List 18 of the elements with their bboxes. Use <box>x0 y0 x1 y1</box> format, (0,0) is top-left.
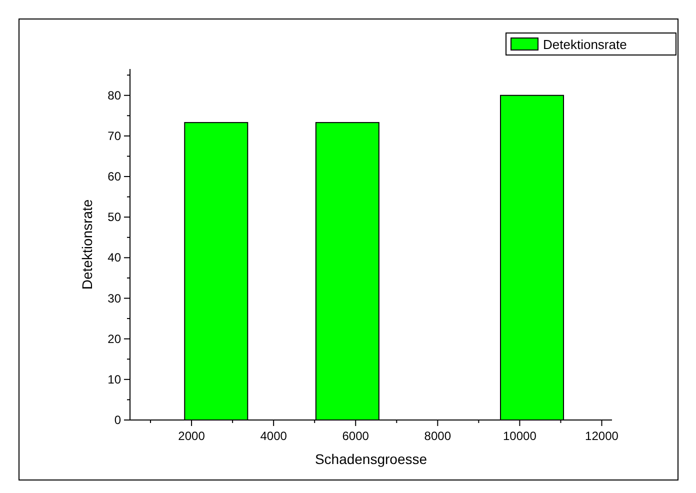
y-tick-label: 60 <box>108 170 122 184</box>
y-tick-label: 0 <box>114 413 122 427</box>
x-axis-title: Schadensgroesse <box>314 451 428 467</box>
y-tick-label: 20 <box>108 332 122 346</box>
y-axis-title: Detektionsrate <box>79 199 95 290</box>
x-tick-label: 6000 <box>342 429 370 443</box>
x-tick-label: 10000 <box>503 429 537 443</box>
y-tick-label: 80 <box>108 88 122 102</box>
y-tick-label: 10 <box>108 372 122 386</box>
y-tick-label: 30 <box>108 291 122 306</box>
x-tick-label: 2000 <box>178 429 206 443</box>
x-tick-label: 8000 <box>424 429 452 443</box>
x-tick-label: 4000 <box>260 429 288 443</box>
y-tick-label: 70 <box>108 128 122 143</box>
legend-label: Detektionsrate <box>543 37 627 52</box>
y-tick-label: 50 <box>108 210 122 224</box>
y-tick-label: 40 <box>108 250 122 265</box>
x-tick-label: 12000 <box>585 429 619 443</box>
